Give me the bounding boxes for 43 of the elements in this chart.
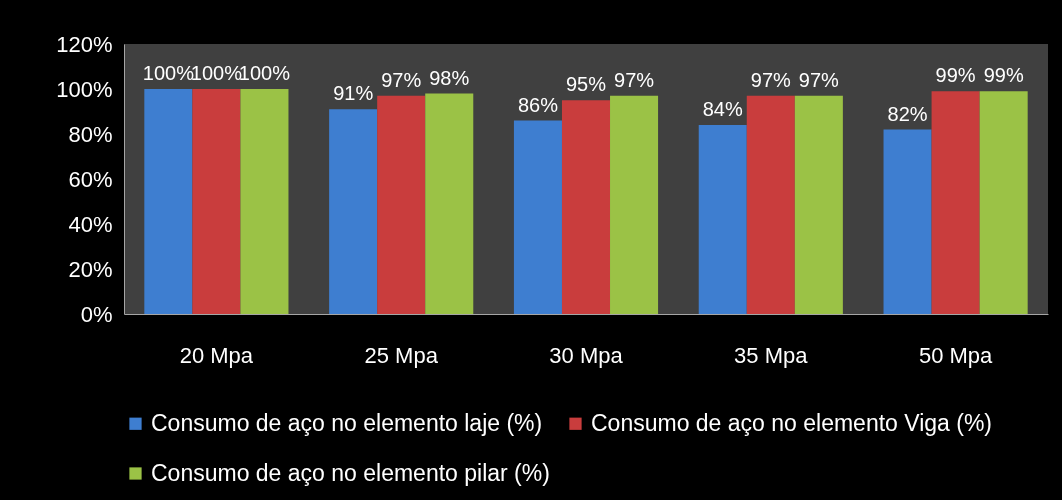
y-tick-label: 100% bbox=[56, 76, 113, 102]
data-label: 98% bbox=[429, 66, 470, 89]
y-tick-label: 40% bbox=[68, 211, 113, 237]
bar bbox=[698, 125, 747, 314]
data-label: 97% bbox=[381, 68, 422, 91]
bar bbox=[240, 89, 289, 314]
bar bbox=[979, 91, 1028, 314]
bar bbox=[144, 89, 193, 314]
y-tick-label: 0% bbox=[80, 301, 113, 327]
legend-label: Consumo de aço no elemento Viga (%) bbox=[591, 409, 993, 436]
bar bbox=[883, 129, 932, 314]
x-tick-label: 50 Mpa bbox=[918, 342, 994, 368]
bar bbox=[377, 95, 426, 314]
bar bbox=[610, 95, 659, 314]
legend-label: Consumo de aço no elemento pilar (%) bbox=[151, 459, 550, 486]
bar bbox=[931, 91, 980, 314]
data-label: 97% bbox=[614, 68, 655, 91]
data-label: 100% bbox=[142, 62, 195, 84]
data-label: 84% bbox=[702, 98, 743, 120]
y-tick-label: 60% bbox=[68, 166, 113, 192]
data-label: 91% bbox=[333, 82, 374, 105]
data-label: 82% bbox=[887, 102, 928, 125]
data-label: 97% bbox=[750, 68, 792, 91]
y-tick-label: 20% bbox=[68, 256, 113, 282]
data-label: 99% bbox=[983, 64, 1024, 87]
legend-label: Consumo de aço no elemento laje (%) bbox=[151, 409, 543, 436]
bar bbox=[192, 89, 241, 314]
x-tick-label: 30 Mpa bbox=[549, 342, 624, 368]
y-tick-label: 80% bbox=[68, 121, 113, 147]
bar bbox=[513, 120, 562, 314]
bar bbox=[746, 95, 795, 314]
data-label: 86% bbox=[517, 93, 559, 116]
data-label: 95% bbox=[565, 73, 607, 96]
bar bbox=[561, 100, 611, 314]
bar bbox=[425, 93, 474, 314]
data-label: 97% bbox=[798, 68, 840, 91]
x-tick-label: 20 Mpa bbox=[179, 342, 254, 368]
x-tick-label: 25 Mpa bbox=[364, 342, 439, 368]
x-tick-label: 35 Mpa bbox=[734, 342, 809, 368]
bar bbox=[794, 95, 843, 314]
data-label: 99% bbox=[935, 64, 976, 87]
bar bbox=[329, 109, 378, 314]
y-tick-label: 120% bbox=[56, 31, 113, 57]
